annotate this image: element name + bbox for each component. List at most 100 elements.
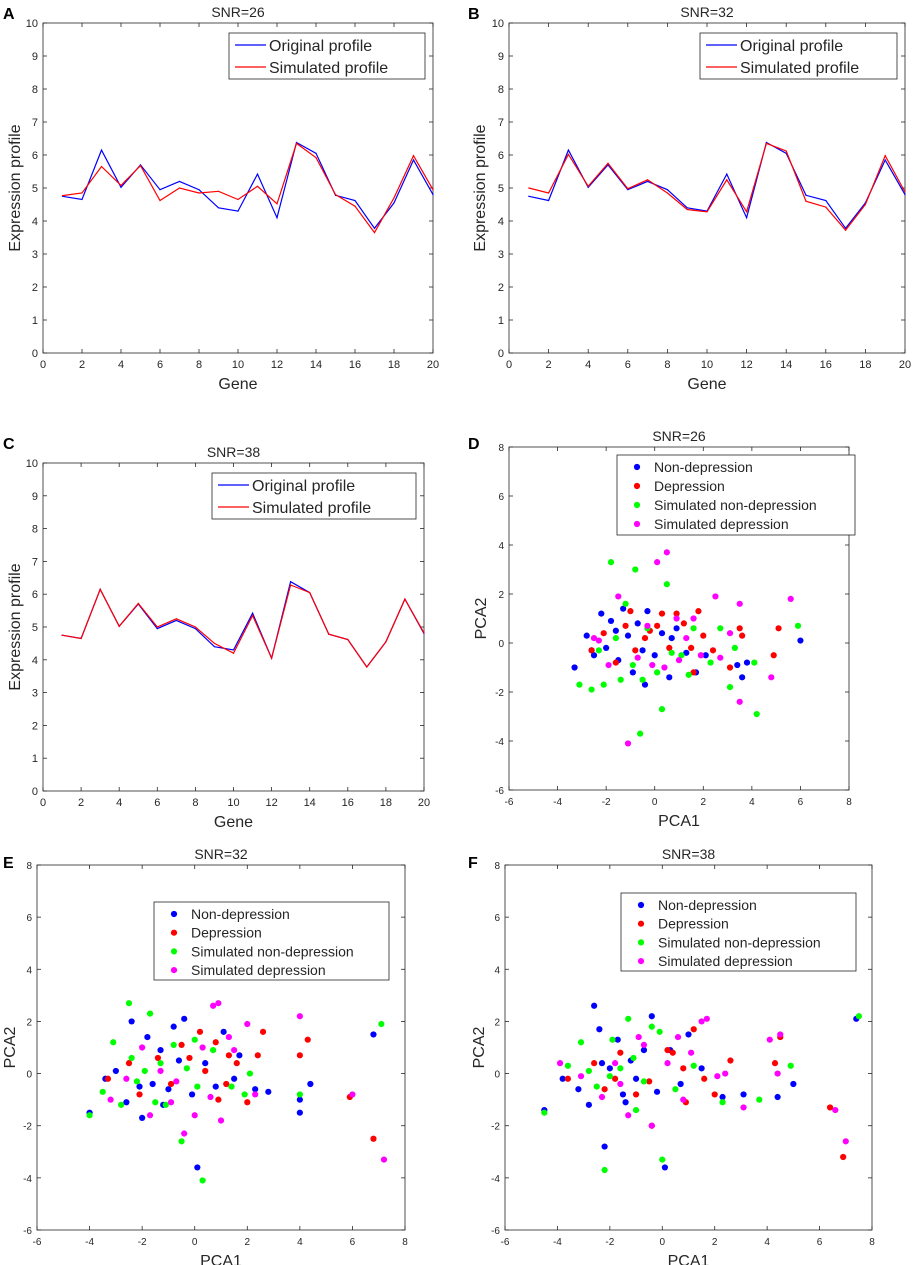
data-point-depression xyxy=(254,1052,261,1059)
data-point-original-profile xyxy=(232,649,235,651)
data-point-simulated-non-depression xyxy=(663,581,670,588)
legend-dot-marker xyxy=(170,948,178,955)
data-point-simulated-depression xyxy=(139,1044,146,1051)
x-tick-label: 8 xyxy=(192,797,198,809)
data-point-simulated-non-depression xyxy=(630,1054,637,1062)
y-axis-label: PCA2 xyxy=(471,1027,488,1069)
data-point-depression xyxy=(727,1057,734,1064)
x-tick-label: 2 xyxy=(712,1237,718,1248)
x-tick-label: 6 xyxy=(154,797,160,809)
data-point-simulated-profile xyxy=(765,142,768,145)
data-point-simulated-profile xyxy=(315,157,317,159)
data-point-non-depression xyxy=(790,1080,797,1088)
data-point-simulated-depression xyxy=(157,1067,164,1075)
data-point-non-depression xyxy=(181,1015,188,1022)
data-point-depression xyxy=(612,1075,619,1082)
y-axis-label: PCA2 xyxy=(2,1027,19,1069)
y-tick-label: 0 xyxy=(498,639,504,650)
y-tick-label: -2 xyxy=(491,1122,500,1133)
x-tick-label: 20 xyxy=(427,359,439,371)
data-point-simulated-depression xyxy=(635,1033,642,1041)
series-line-simulated-profile xyxy=(528,142,906,232)
series-line-original-profile xyxy=(62,141,434,230)
y-tick-label: 6 xyxy=(32,150,38,162)
data-point-non-depression xyxy=(734,661,741,669)
data-point-depression xyxy=(167,1080,175,1088)
data-point-depression xyxy=(641,635,649,642)
data-point-simulated-non-depression xyxy=(118,1101,125,1108)
data-point-non-depression xyxy=(212,1083,219,1090)
y-tick-label: 8 xyxy=(32,524,38,536)
data-point-simulated-non-depression xyxy=(617,676,624,683)
x-tick-label: -4 xyxy=(553,1237,562,1248)
y-tick-label: 5 xyxy=(32,183,38,195)
data-point-simulated-non-depression xyxy=(162,1101,169,1108)
legend-label: Original profile xyxy=(740,38,843,55)
legend-dot-marker xyxy=(633,463,641,471)
data-point-non-depression xyxy=(112,1067,119,1075)
data-point-simulated-depression xyxy=(774,1070,781,1077)
data-point-simulated-profile xyxy=(354,205,356,207)
data-point-depression xyxy=(711,1091,718,1098)
data-point-non-depression xyxy=(644,608,651,615)
data-point-simulated-depression xyxy=(296,1013,303,1020)
y-tick-label: 7 xyxy=(498,117,504,129)
data-point-depression xyxy=(617,1049,624,1056)
data-point-simulated-depression xyxy=(673,615,680,622)
y-tick-label: 10 xyxy=(492,18,504,30)
legend-label: Simulated non-depression xyxy=(658,934,821,950)
data-point-non-depression xyxy=(194,1164,201,1171)
data-point-simulated-profile xyxy=(178,187,181,189)
y-tick-label: -4 xyxy=(23,1174,32,1185)
y-tick-label: -4 xyxy=(495,737,504,748)
data-point-depression xyxy=(736,625,743,632)
series-line-simulated-profile xyxy=(62,142,434,234)
data-point-simulated-non-depression xyxy=(607,559,615,566)
data-point-simulated-profile xyxy=(528,187,530,189)
panel-b-line-chart: 0 2 4 6 8 10 12 14 16 18 20012345678910SNR=32GeneE… xyxy=(472,4,911,393)
data-point-simulated-depression xyxy=(173,1078,180,1085)
data-point-simulated-depression xyxy=(207,1093,214,1101)
data-point-simulated-profile xyxy=(251,614,254,617)
data-point-original-profile xyxy=(256,173,259,175)
data-point-simulated-profile xyxy=(61,194,64,197)
data-point-depression xyxy=(709,647,717,654)
data-point-simulated-profile xyxy=(237,198,239,201)
x-tick-label: 12 xyxy=(271,359,283,371)
y-tick-label: 8 xyxy=(32,84,38,96)
series-line-simulated-profile xyxy=(61,584,425,669)
y-tick-label: 0 xyxy=(32,786,38,798)
data-point-simulated-profile xyxy=(213,642,216,645)
x-tick-label: -4 xyxy=(553,797,562,808)
data-point-simulated-profile xyxy=(118,625,120,627)
y-tick-label: 1 xyxy=(498,315,504,327)
data-point-simulated-non-depression xyxy=(659,1156,666,1163)
data-point-depression xyxy=(233,1060,240,1067)
data-point-simulated-non-depression xyxy=(125,1000,133,1007)
x-tick-label: -2 xyxy=(602,797,611,808)
data-point-depression xyxy=(304,1036,311,1043)
data-point-simulated-profile xyxy=(100,165,103,168)
data-point-simulated-depression xyxy=(123,1075,130,1082)
data-point-simulated-profile xyxy=(61,634,63,636)
data-point-simulated-profile xyxy=(805,200,807,202)
data-point-original-profile xyxy=(237,210,239,212)
data-point-original-profile xyxy=(666,189,669,191)
data-point-simulated-depression xyxy=(766,1036,773,1043)
data-point-simulated-depression xyxy=(191,1112,198,1119)
data-point-simulated-non-depression xyxy=(99,1088,106,1095)
legend-dot-marker xyxy=(637,920,645,927)
x-axis-label: Gene xyxy=(214,814,253,831)
x-tick-label: 12 xyxy=(740,359,752,371)
data-point-simulated-profile xyxy=(295,142,298,145)
data-point-simulated-profile xyxy=(845,229,847,231)
legend-box xyxy=(228,32,426,80)
data-point-non-depression xyxy=(591,1002,598,1009)
data-point-original-profile xyxy=(746,217,748,219)
data-point-simulated-non-depression xyxy=(170,1041,177,1048)
chart-title: SNR=26 xyxy=(652,428,706,444)
data-point-non-depression xyxy=(144,1033,151,1041)
x-tick-label: 18 xyxy=(380,797,392,809)
data-point-simulated-non-depression xyxy=(246,1070,254,1077)
x-tick-label: 0 xyxy=(660,1237,666,1248)
